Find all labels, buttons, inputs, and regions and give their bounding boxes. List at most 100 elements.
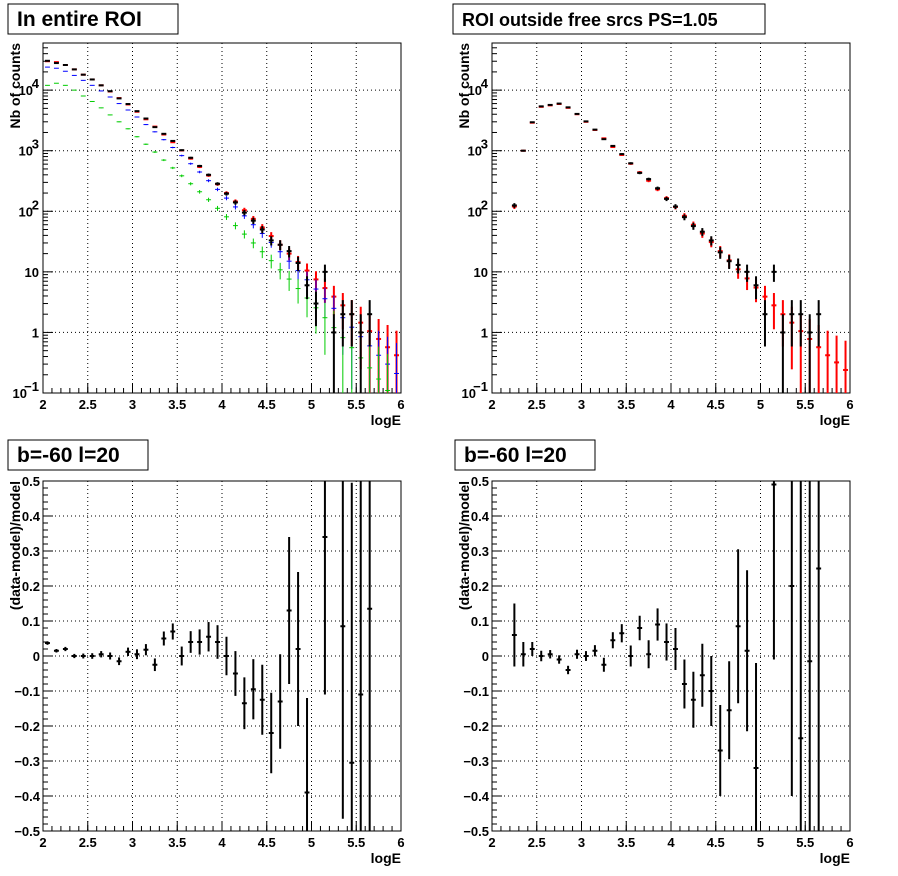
y-tick-label: −0.3 [463,754,489,769]
chart-title: ROI outside free srcs PS=1.05 [462,10,718,30]
x-tick-label: 6 [846,835,853,850]
chart-title-box [7,439,149,471]
y-tick-label: −0.5 [14,824,40,839]
y-tick-label: 10 [25,265,39,280]
y-tick-label: 10 [19,204,33,219]
plot-frame [491,480,851,832]
y-tick-label: −0.4 [463,789,489,804]
y-tick-label: 1 [32,325,39,340]
chart-panel-3: 2 2.5 3 3.5 4 4.5 5 5.5 6 −0.5 −0.4 −0.3 −0.2 −0.1 0 0.… [7,439,405,866]
y-tick-label: −0.1 [463,684,489,699]
x-tick-label: 4.5 [258,397,276,412]
y-tick-exponent: 4 [32,76,40,91]
x-tick-label: 4.5 [707,397,725,412]
y-tick-exponent: 4 [481,76,489,91]
y-tick-label: 0.2 [22,579,40,594]
y-tick-label: 1 [481,325,488,340]
x-axis-label: logE [820,412,850,428]
y-tick-label: 10 [13,386,27,401]
y-axis-label: Nb of counts [456,43,472,129]
data-series-4 [45,59,373,393]
y-tick-label: 0 [482,649,489,664]
y-tick-label: 10 [474,265,488,280]
x-tick-label: 5.5 [796,835,814,850]
y-tick-label: 0 [33,649,40,664]
x-tick-label: 2 [488,835,495,850]
x-tick-label: 4.5 [707,835,725,850]
y-tick-label: 0.1 [22,614,40,629]
y-tick-label: 0.4 [471,509,490,524]
y-axis-label: (data-model)/model [7,481,23,610]
y-tick-label: 0.5 [471,474,489,489]
x-tick-label: 3 [578,397,585,412]
x-tick-label: 5 [757,835,764,850]
y-tick-label: 10 [468,204,482,219]
y-tick-label: 0.1 [471,614,489,629]
chart-title: b=-60 l=20 [464,444,567,467]
x-tick-label: 4 [218,397,226,412]
y-axis-label: (data-model)/model [456,481,472,610]
y-tick-label: 0.2 [471,579,489,594]
x-tick-label: 6 [397,397,404,412]
x-tick-label: 4 [218,835,226,850]
y-tick-label: 10 [468,144,482,159]
x-tick-label: 5 [308,397,315,412]
x-axis-label: logE [820,850,850,866]
x-tick-label: 2.5 [79,397,97,412]
plot-frame [42,42,402,394]
x-tick-label: 4.5 [258,835,276,850]
plot-frame [42,480,402,832]
x-tick-label: 5 [308,835,315,850]
x-tick-label: 3 [129,835,136,850]
y-tick-label: −0.2 [14,719,40,734]
x-tick-label: 3 [578,835,585,850]
y-tick-label: 0.3 [471,544,489,559]
plot-frame [491,42,851,394]
x-tick-label: 2.5 [528,835,546,850]
x-tick-label: 2 [39,835,46,850]
x-tick-label: 2 [39,397,46,412]
y-tick-label: −0.1 [14,684,40,699]
y-tick-label: 10 [19,83,33,98]
x-axis-label: logE [371,850,401,866]
data-series-1 [45,481,373,831]
x-tick-label: 6 [397,835,404,850]
x-tick-label: 4 [667,397,675,412]
data-series-1 [511,481,822,831]
data-series-2 [511,102,822,393]
y-tick-exponent: 3 [32,137,39,152]
x-tick-label: 2.5 [528,397,546,412]
y-tick-exponent: −1 [473,379,488,394]
y-tick-exponent: −1 [24,379,39,394]
chart-title-box [454,439,596,471]
chart-title: In entire ROI [17,8,142,31]
x-tick-label: 2 [488,397,495,412]
y-tick-label: 10 [468,83,482,98]
x-tick-label: 5.5 [796,397,814,412]
x-tick-label: 3.5 [617,397,635,412]
y-tick-exponent: 3 [481,137,488,152]
x-tick-label: 4 [667,835,675,850]
y-tick-exponent: 2 [481,197,488,212]
x-axis-label: logE [371,412,401,428]
chart-title: b=-60 l=20 [17,444,120,467]
y-tick-label: −0.5 [463,824,489,839]
y-tick-label: −0.3 [14,754,40,769]
x-tick-label: 3 [129,397,136,412]
y-tick-label: 0.4 [22,509,41,524]
y-tick-label: 10 [19,144,33,159]
x-tick-label: 5 [757,397,764,412]
y-tick-label: −0.4 [14,789,40,804]
x-tick-label: 3.5 [168,835,186,850]
chart-title-box [452,3,766,35]
y-tick-label: −0.2 [463,719,489,734]
y-axis-label: Nb of counts [7,43,23,129]
x-tick-label: 2.5 [79,835,97,850]
y-tick-exponent: 2 [32,197,39,212]
x-tick-label: 3.5 [617,835,635,850]
x-tick-label: 5.5 [347,835,365,850]
y-tick-label: 0.5 [22,474,40,489]
x-tick-label: 5.5 [347,397,365,412]
